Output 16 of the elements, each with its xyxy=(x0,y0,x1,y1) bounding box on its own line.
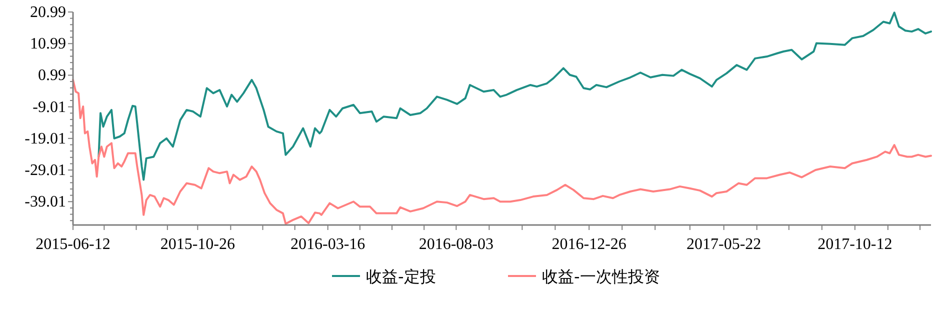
legend-label: 收益-一次性投资 xyxy=(542,267,660,286)
y-tick-label: 20.99 xyxy=(30,4,66,21)
y-tick-label: 10.99 xyxy=(30,36,66,53)
y-tick-label: 0.99 xyxy=(38,67,66,84)
y-tick-label: -9.01 xyxy=(32,98,66,116)
x-tick-label: 2015-06-12 xyxy=(36,236,110,253)
y-tick-label: -19.01 xyxy=(24,130,66,148)
x-tick-label: 2016-03-16 xyxy=(290,236,366,253)
x-tick-label: 2016-12-26 xyxy=(552,236,626,253)
y-tick-label: -39.01 xyxy=(24,194,66,211)
y-tick-label: -29.01 xyxy=(24,162,66,180)
x-tick-label: 2016-08-03 xyxy=(418,236,494,253)
x-tick-label: 2017-05-22 xyxy=(686,236,762,253)
x-tick-label: 2015-10-26 xyxy=(160,236,235,253)
legend-label: 收益-定投 xyxy=(366,267,436,286)
x-tick-label: 2017-10-12 xyxy=(818,236,892,253)
